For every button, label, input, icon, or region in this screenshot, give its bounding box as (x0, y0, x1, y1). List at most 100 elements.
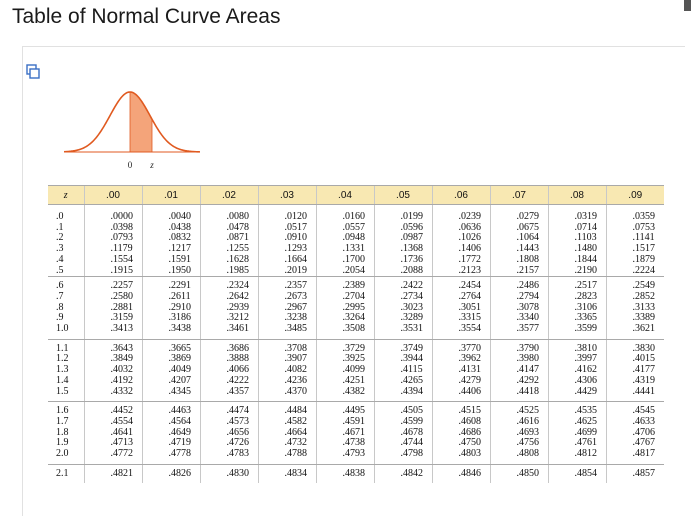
area-value: .3665 (168, 342, 192, 354)
normal-curve-figure: 0 z (64, 91, 200, 170)
area-value: .2517 (574, 280, 598, 292)
area-cell: .3665.3869.4049.4207.4345 (141, 339, 200, 403)
area-cell: .0080.0478.0871.1255.1628.1985 (199, 204, 258, 278)
area-value: .3438 (168, 323, 192, 335)
area-value: .0160 (342, 211, 366, 222)
area-cell: .4452.4554.4641.4713.4772 (83, 401, 142, 465)
area-value: .4633 (632, 415, 656, 427)
area-value: .1255 (226, 243, 250, 255)
area-value: .4484 (284, 405, 308, 417)
area-value: .4236 (284, 374, 308, 386)
area-value: .3810 (574, 342, 598, 354)
area-value: .1141 (632, 232, 655, 244)
area-value: .3315 (458, 312, 482, 324)
area-cell: .0279.0675.1064.1443.1808.2157 (489, 204, 548, 278)
area-value: .0000 (110, 211, 134, 222)
area-value: .0714 (574, 221, 598, 233)
area-cell: .3790.3980.4147.4292.4418 (489, 339, 548, 403)
z-value-cell: 2.1 (48, 464, 84, 483)
area-value: .1736 (400, 253, 424, 265)
area-cell: .2257.2580.2881.3159.3413 (83, 276, 142, 340)
area-value: .4306 (574, 374, 598, 386)
area-value: .0239 (458, 211, 482, 222)
z-value: .3 (56, 243, 64, 255)
table-row-group: 2.1 .4821 .4826 .4830 .4834 .4838 .4842 .4846 .4… (48, 464, 664, 484)
area-value: .1554 (110, 253, 134, 265)
area-value: .3212 (226, 312, 250, 324)
area-value: .0832 (168, 232, 192, 244)
area-cell: .0160.0557.0948.1331.1700.2054 (315, 204, 374, 278)
area-value: .3599 (574, 323, 598, 335)
area-value: .4719 (168, 437, 192, 449)
area-value: .2054 (342, 264, 366, 276)
area-value: .2823 (574, 290, 598, 302)
area-cell: .2389.2704.2995.3264.3508 (315, 276, 374, 340)
z-value-cell: 1.6 1.7 1.8 1.9 2.0 (48, 401, 84, 465)
area-cell: .4838 (315, 464, 374, 484)
area-value: .3133 (632, 301, 656, 313)
area-cell: .0040.0438.0832.1217.1591.1950 (141, 204, 200, 278)
area-value: .4115 (400, 364, 423, 376)
header-col: .01 (141, 185, 200, 205)
area-value: .3106 (574, 301, 598, 313)
area-value: .4452 (110, 405, 134, 417)
area-value: .2734 (400, 290, 424, 302)
area-value: .4265 (400, 374, 424, 386)
z-value: 1.3 (56, 364, 69, 376)
area-value: .0080 (226, 211, 250, 222)
area-value: .4394 (400, 385, 424, 397)
header-col: .05 (373, 185, 432, 205)
area-value: .1179 (110, 243, 133, 255)
area-value: .4082 (284, 364, 308, 376)
z-value: 1.2 (56, 353, 69, 365)
area-value: .3770 (458, 342, 482, 354)
area-value: .4706 (632, 426, 656, 438)
area-value: .4418 (516, 385, 540, 397)
axis-zero-label: 0 (128, 160, 133, 170)
area-value: .3023 (400, 301, 424, 313)
area-value: .4713 (110, 437, 134, 449)
area-value: .4582 (284, 415, 308, 427)
area-value: .4699 (574, 426, 598, 438)
area-value: .3997 (574, 353, 598, 365)
area-value: .4332 (110, 385, 134, 397)
area-value: .2910 (168, 301, 192, 313)
area-value: .4279 (458, 374, 482, 386)
area-value: .4750 (458, 437, 482, 449)
area-value: .1217 (168, 243, 192, 255)
area-value: .4761 (574, 437, 598, 449)
area-value: .0557 (342, 221, 366, 233)
area-value: .0987 (400, 232, 424, 244)
copy-icon[interactable] (26, 64, 40, 80)
z-value: 1.4 (56, 374, 69, 386)
area-value: .4838 (342, 467, 366, 479)
area-value: .2995 (342, 301, 366, 313)
area-value: .4505 (400, 405, 424, 417)
area-value: .3643 (110, 342, 134, 354)
area-value: .4846 (458, 467, 482, 479)
z-value: .8 (56, 301, 64, 313)
area-cell: .4830 (199, 464, 258, 484)
area-cell: .2324.2642.2939.3212.3461 (199, 276, 258, 340)
z-value: 1.8 (56, 426, 69, 438)
area-value: .4463 (168, 405, 192, 417)
area-value: .3461 (226, 323, 250, 335)
header-col: .03 (257, 185, 316, 205)
area-value: .1700 (342, 253, 366, 265)
area-value: .2673 (284, 290, 308, 302)
area-value: .2389 (342, 280, 366, 292)
area-value: .4834 (284, 467, 308, 479)
area-cell: .0199.0596.0987.1368.1736.2088 (373, 204, 432, 278)
area-value: .3849 (110, 353, 134, 365)
area-value: .1293 (284, 243, 308, 255)
area-value: .4162 (574, 364, 598, 376)
area-value: .4826 (168, 467, 192, 479)
area-value: .4554 (110, 415, 134, 427)
area-cell: .4842 (373, 464, 432, 484)
area-value: .3554 (458, 323, 482, 335)
area-value: .0279 (516, 211, 540, 222)
area-value: .4732 (284, 437, 308, 449)
header-col: .07 (489, 185, 548, 205)
z-value: .2 (56, 232, 64, 244)
area-cell: .2422.2734.3023.3289.3531 (373, 276, 432, 340)
